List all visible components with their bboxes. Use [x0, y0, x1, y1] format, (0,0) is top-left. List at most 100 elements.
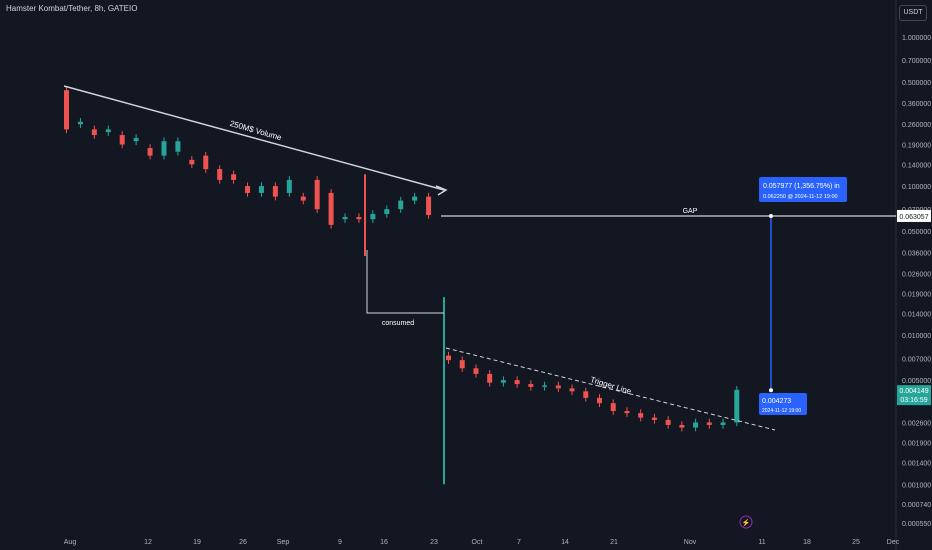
- y-tick-label: 0.007000: [902, 356, 931, 363]
- x-tick-label: Nov: [684, 539, 697, 546]
- candle-body: [161, 141, 167, 156]
- candle-body: [597, 397, 602, 404]
- candle-body: [446, 355, 451, 361]
- candle-body: [426, 196, 432, 215]
- candle-body: [679, 424, 685, 428]
- currency-button[interactable]: USDT: [899, 5, 927, 21]
- candle-body: [693, 422, 699, 428]
- lightning-glyph: ⚡: [742, 518, 751, 527]
- candle-body: [624, 411, 630, 414]
- gap-price-badge: [897, 209, 931, 222]
- trigger-line: [445, 347, 776, 431]
- candle-body: [314, 179, 320, 210]
- candle-body: [555, 385, 561, 389]
- last-price: 0.004149: [899, 388, 928, 395]
- y-tick-label: 0.026000: [902, 271, 931, 278]
- measure-bottom-line1: 0.004273: [762, 398, 791, 405]
- x-tick-label: 12: [144, 539, 152, 546]
- candle-body: [203, 155, 209, 170]
- candle-body: [583, 391, 589, 398]
- lightning-icon: [739, 515, 753, 529]
- candle-body: [64, 90, 69, 130]
- y-tick-label: 0.360000: [902, 101, 931, 108]
- y-tick-label: 0.001900: [902, 441, 931, 448]
- candle-body: [328, 192, 334, 225]
- candle-body: [398, 200, 404, 210]
- y-tick-label: 0.001000: [902, 482, 931, 489]
- candle-body: [342, 217, 348, 220]
- candle-body: [720, 422, 726, 425]
- candle-body: [133, 138, 139, 142]
- candle-body: [487, 373, 493, 383]
- measure-top-line2: 0.062250 @ 2024-11-12 19:00: [763, 194, 838, 200]
- candle-body: [77, 121, 83, 125]
- candle-body: [528, 384, 534, 387]
- candle-body: [258, 186, 264, 193]
- candle-body: [706, 422, 712, 425]
- consumed-label: consumed: [382, 320, 414, 327]
- consumed-bracket: [366, 250, 444, 314]
- candle-body: [175, 141, 181, 152]
- candle-body: [286, 179, 292, 193]
- x-tick-label: 23: [430, 539, 438, 546]
- candle-body: [217, 169, 223, 180]
- x-tick-label: Sep: [277, 539, 290, 546]
- x-tick-label: 11: [758, 539, 765, 546]
- candle-body: [231, 174, 237, 180]
- y-tick-label: 0.700000: [902, 58, 931, 65]
- x-tick-label: 25: [852, 539, 860, 546]
- measure-bottom-line2: 2024-11-12 19:00: [762, 408, 801, 414]
- candle-body: [245, 186, 251, 193]
- candle-body: [473, 368, 479, 374]
- y-tick-label: 0.000740: [902, 502, 931, 509]
- candle-body: [119, 135, 125, 145]
- x-tick-label: 7: [517, 539, 521, 546]
- candle-body: [300, 196, 306, 201]
- measure-point-top: [769, 213, 773, 218]
- candle-body: [459, 360, 465, 369]
- candle-body: [651, 417, 657, 420]
- candle-body: [147, 148, 153, 156]
- y-tick-label: 0.100000: [902, 184, 931, 191]
- y-tick-label: 0.014000: [902, 311, 931, 318]
- y-tick-label: 0.019000: [902, 292, 931, 299]
- candle-body: [105, 129, 111, 133]
- y-tick-label: 0.010000: [902, 333, 931, 340]
- candle-body: [638, 413, 644, 418]
- x-tick-label: 26: [239, 539, 247, 546]
- measure-top-box: [759, 177, 847, 202]
- candle-body: [412, 196, 418, 201]
- last-price-badge: [897, 385, 931, 406]
- candle-body: [610, 403, 616, 412]
- candle-body: [514, 380, 520, 385]
- candle-body: [542, 385, 548, 387]
- measure-top-line1: 0.057977 (1,356.75%) in: [763, 183, 840, 190]
- candle-body: [734, 389, 740, 423]
- trend-line: [63, 85, 445, 191]
- x-tick-label: 14: [561, 539, 569, 546]
- candle-body: [370, 213, 376, 220]
- x-tick-label: Oct: [472, 539, 483, 546]
- chart-title: Hamster Kombat/Tether, 8h, GATEIO: [6, 4, 138, 13]
- candle-body: [665, 419, 671, 425]
- x-tick-label: 21: [610, 539, 618, 546]
- y-tick-label: 0.140000: [902, 162, 931, 169]
- y-tick-label: 0.000550: [902, 521, 931, 528]
- candle-body: [356, 217, 362, 220]
- y-tick-label: 0.190000: [902, 143, 931, 150]
- y-tick-label: 0.001400: [902, 461, 931, 468]
- y-tick-label: 0.036000: [902, 250, 931, 257]
- candle-body: [91, 129, 97, 136]
- y-tick-label: 0.050000: [902, 229, 931, 236]
- measure-point-bottom: [769, 388, 773, 393]
- candle-body: [272, 186, 278, 197]
- y-tick-label: 0.260000: [902, 122, 931, 129]
- y-tick-label: 0.005000: [902, 378, 931, 385]
- trigger-label: Trigger Line: [589, 375, 633, 396]
- x-tick-label: Dec: [887, 539, 900, 546]
- x-tick-label: Aug: [64, 539, 77, 546]
- measure-bottom-box: [759, 393, 807, 415]
- countdown: 03:16:59: [900, 397, 927, 404]
- x-tick-label: 19: [193, 539, 201, 546]
